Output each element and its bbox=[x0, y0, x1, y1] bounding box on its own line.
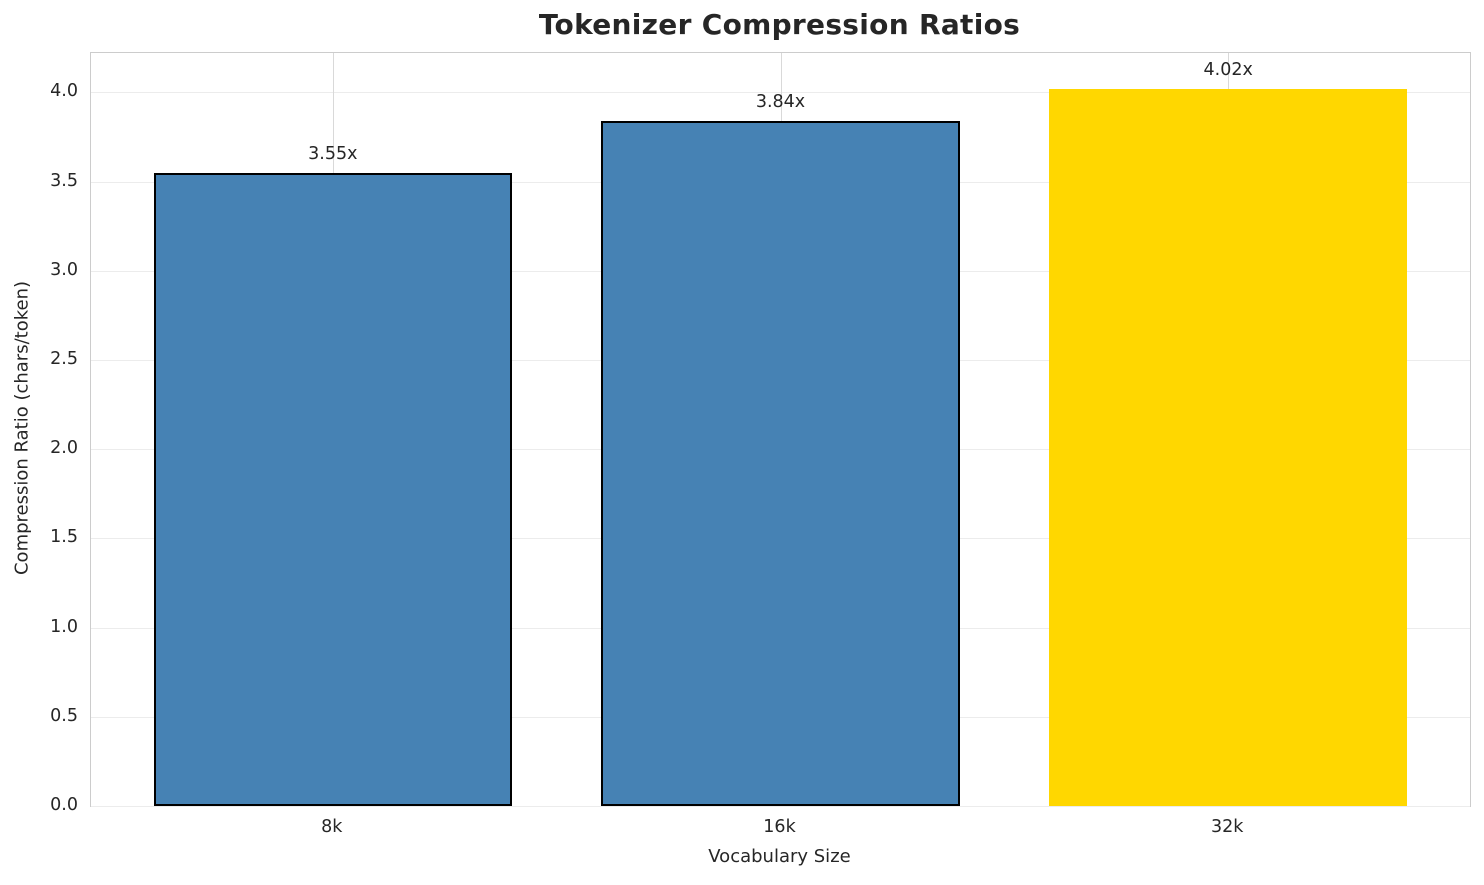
bar-value-label: 3.84x bbox=[755, 91, 806, 112]
plot-area: 3.55x 3.84x 4.02x bbox=[90, 52, 1471, 807]
x-axis-label: Vocabulary Size bbox=[708, 846, 851, 867]
y-tick-label: 3.5 bbox=[50, 170, 78, 191]
y-tick-label: 2.0 bbox=[50, 438, 78, 459]
x-tick-label: 16k bbox=[763, 817, 796, 837]
y-tick-label: 1.0 bbox=[50, 616, 78, 637]
y-tick-label: 1.5 bbox=[50, 527, 78, 548]
y-tick-label: 2.5 bbox=[50, 348, 78, 369]
bar-value-label: 3.55x bbox=[308, 143, 358, 164]
y-tick-label: 4.0 bbox=[50, 81, 78, 102]
x-tick-label: 32k bbox=[1210, 817, 1244, 837]
bar-value-label: 4.02x bbox=[1203, 59, 1253, 80]
bar-16k bbox=[601, 120, 960, 806]
h-gridline bbox=[91, 806, 1470, 807]
bar-8k bbox=[153, 172, 512, 806]
y-tick-label: 0.5 bbox=[50, 705, 78, 726]
x-tick-label: 8k bbox=[321, 817, 343, 837]
y-tick-label: 0.0 bbox=[50, 795, 78, 815]
y-tick-label: 3.0 bbox=[50, 259, 78, 280]
bar-32k bbox=[1049, 88, 1408, 806]
chart-title: Tokenizer Compression Ratios bbox=[538, 8, 1021, 41]
